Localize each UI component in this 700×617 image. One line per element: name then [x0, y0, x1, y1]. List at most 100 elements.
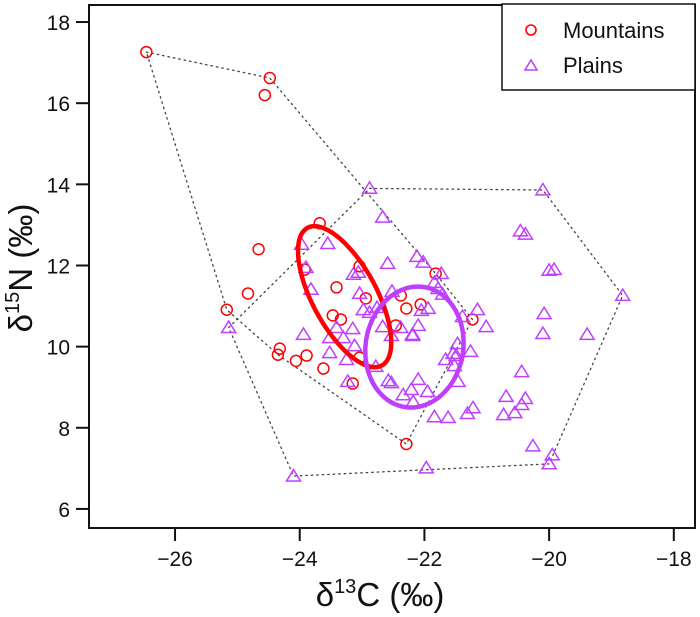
y-tick-label: 10: [47, 337, 70, 360]
point-plains: [449, 335, 466, 350]
plot-frame: [88, 4, 696, 529]
point-mountains: [220, 303, 234, 316]
point-plains: [404, 327, 421, 342]
point-plains: [540, 455, 558, 470]
point-mountains: [300, 349, 313, 362]
point-plains: [535, 305, 553, 320]
legend-marker-mountains: [525, 24, 537, 36]
point-plains: [477, 318, 495, 333]
legend-marker-plains: [523, 58, 539, 71]
point-plains: [497, 388, 515, 403]
point-plains: [419, 300, 437, 315]
point-plains: [354, 301, 372, 316]
point-mountains: [252, 243, 265, 256]
point-plains: [534, 182, 552, 196]
x-tick-label: −26: [157, 548, 193, 571]
point-mountains: [346, 377, 359, 390]
point-plains: [437, 351, 454, 366]
point-plains: [361, 180, 378, 195]
point-plains: [446, 357, 463, 372]
point-plains: [295, 326, 312, 341]
point-plains: [409, 371, 427, 386]
point-plains: [426, 408, 443, 423]
point-plains: [297, 259, 315, 274]
point-plains: [517, 390, 534, 405]
point-plains: [285, 468, 302, 482]
point-plains: [534, 325, 552, 340]
point-plains: [517, 226, 534, 240]
y-tick-label: 14: [47, 174, 71, 197]
x-axis-title-superscript: 13: [334, 576, 356, 598]
point-plains: [469, 301, 486, 316]
point-plains: [346, 337, 363, 352]
convex-hulls: [145, 51, 624, 477]
point-mountains: [317, 362, 330, 375]
point-plains: [432, 265, 450, 280]
point-plains: [543, 447, 561, 461]
y-axis-title-superscript: 15: [2, 292, 24, 314]
point-plains: [578, 326, 596, 341]
point-plains: [374, 209, 391, 223]
point-plains: [447, 347, 465, 362]
x-axis: −26 −24 −22 −20 −18: [157, 528, 692, 571]
hull-mountains: [145, 51, 474, 445]
point-plains: [513, 363, 531, 378]
point-plains: [408, 248, 426, 263]
point-plains: [412, 302, 430, 317]
point-mountains: [334, 313, 348, 326]
point-plains: [328, 319, 345, 334]
data-points: [140, 45, 632, 482]
point-plains: [339, 373, 357, 388]
y-tick-label: 12: [47, 255, 70, 278]
ellipse-mountains: [295, 223, 394, 370]
point-plains: [419, 383, 436, 398]
hull-plains: [227, 187, 624, 477]
x-tick-label: −22: [407, 548, 443, 571]
point-mountains: [289, 354, 303, 368]
point-plains: [349, 264, 367, 279]
y-axis-title-element: N: [2, 268, 39, 292]
point-plains: [464, 399, 482, 414]
point-mountains: [400, 437, 413, 451]
point-plains: [338, 351, 355, 366]
x-axis-title-unit: (‰): [380, 576, 444, 613]
point-plains: [540, 262, 558, 276]
point-plains: [335, 329, 352, 344]
x-tick-label: −18: [656, 548, 692, 571]
y-tick-label: 8: [58, 418, 70, 441]
point-mountains: [330, 281, 343, 294]
x-axis-title-symbol: δ: [316, 576, 334, 613]
point-plains: [512, 223, 529, 237]
y-axis-title-symbol: δ: [2, 314, 39, 332]
point-plains: [506, 404, 524, 419]
point-plains: [409, 317, 427, 332]
point-plains: [462, 343, 479, 358]
standard-ellipses: [295, 223, 466, 410]
point-plains: [374, 318, 391, 333]
y-axis-title: δ15N (‰): [2, 204, 39, 333]
point-mountains: [271, 348, 285, 361]
point-mountains: [273, 342, 287, 355]
x-axis-title: δ13C (‰): [316, 576, 445, 613]
point-plains: [379, 372, 397, 387]
point-plains: [379, 255, 396, 270]
point-plains: [383, 374, 400, 389]
x-tick-label: −20: [531, 548, 567, 571]
point-plains: [351, 285, 368, 300]
x-tick-label: −24: [282, 548, 318, 571]
point-plains: [513, 396, 531, 411]
point-plains: [220, 319, 237, 334]
point-mountains: [400, 302, 413, 315]
point-plains: [394, 386, 412, 401]
point-plains: [321, 344, 338, 359]
point-mountains: [140, 45, 153, 59]
y-tick-label: 18: [47, 12, 70, 35]
legend-label-plains: Plains: [563, 53, 623, 78]
ellipse-plains: [363, 284, 466, 410]
point-plains: [392, 319, 410, 334]
point-plains: [495, 406, 512, 421]
x-axis-title-element: C: [356, 576, 380, 613]
y-axis-title-unit: (‰): [2, 204, 39, 268]
y-tick-label: 16: [47, 93, 70, 116]
